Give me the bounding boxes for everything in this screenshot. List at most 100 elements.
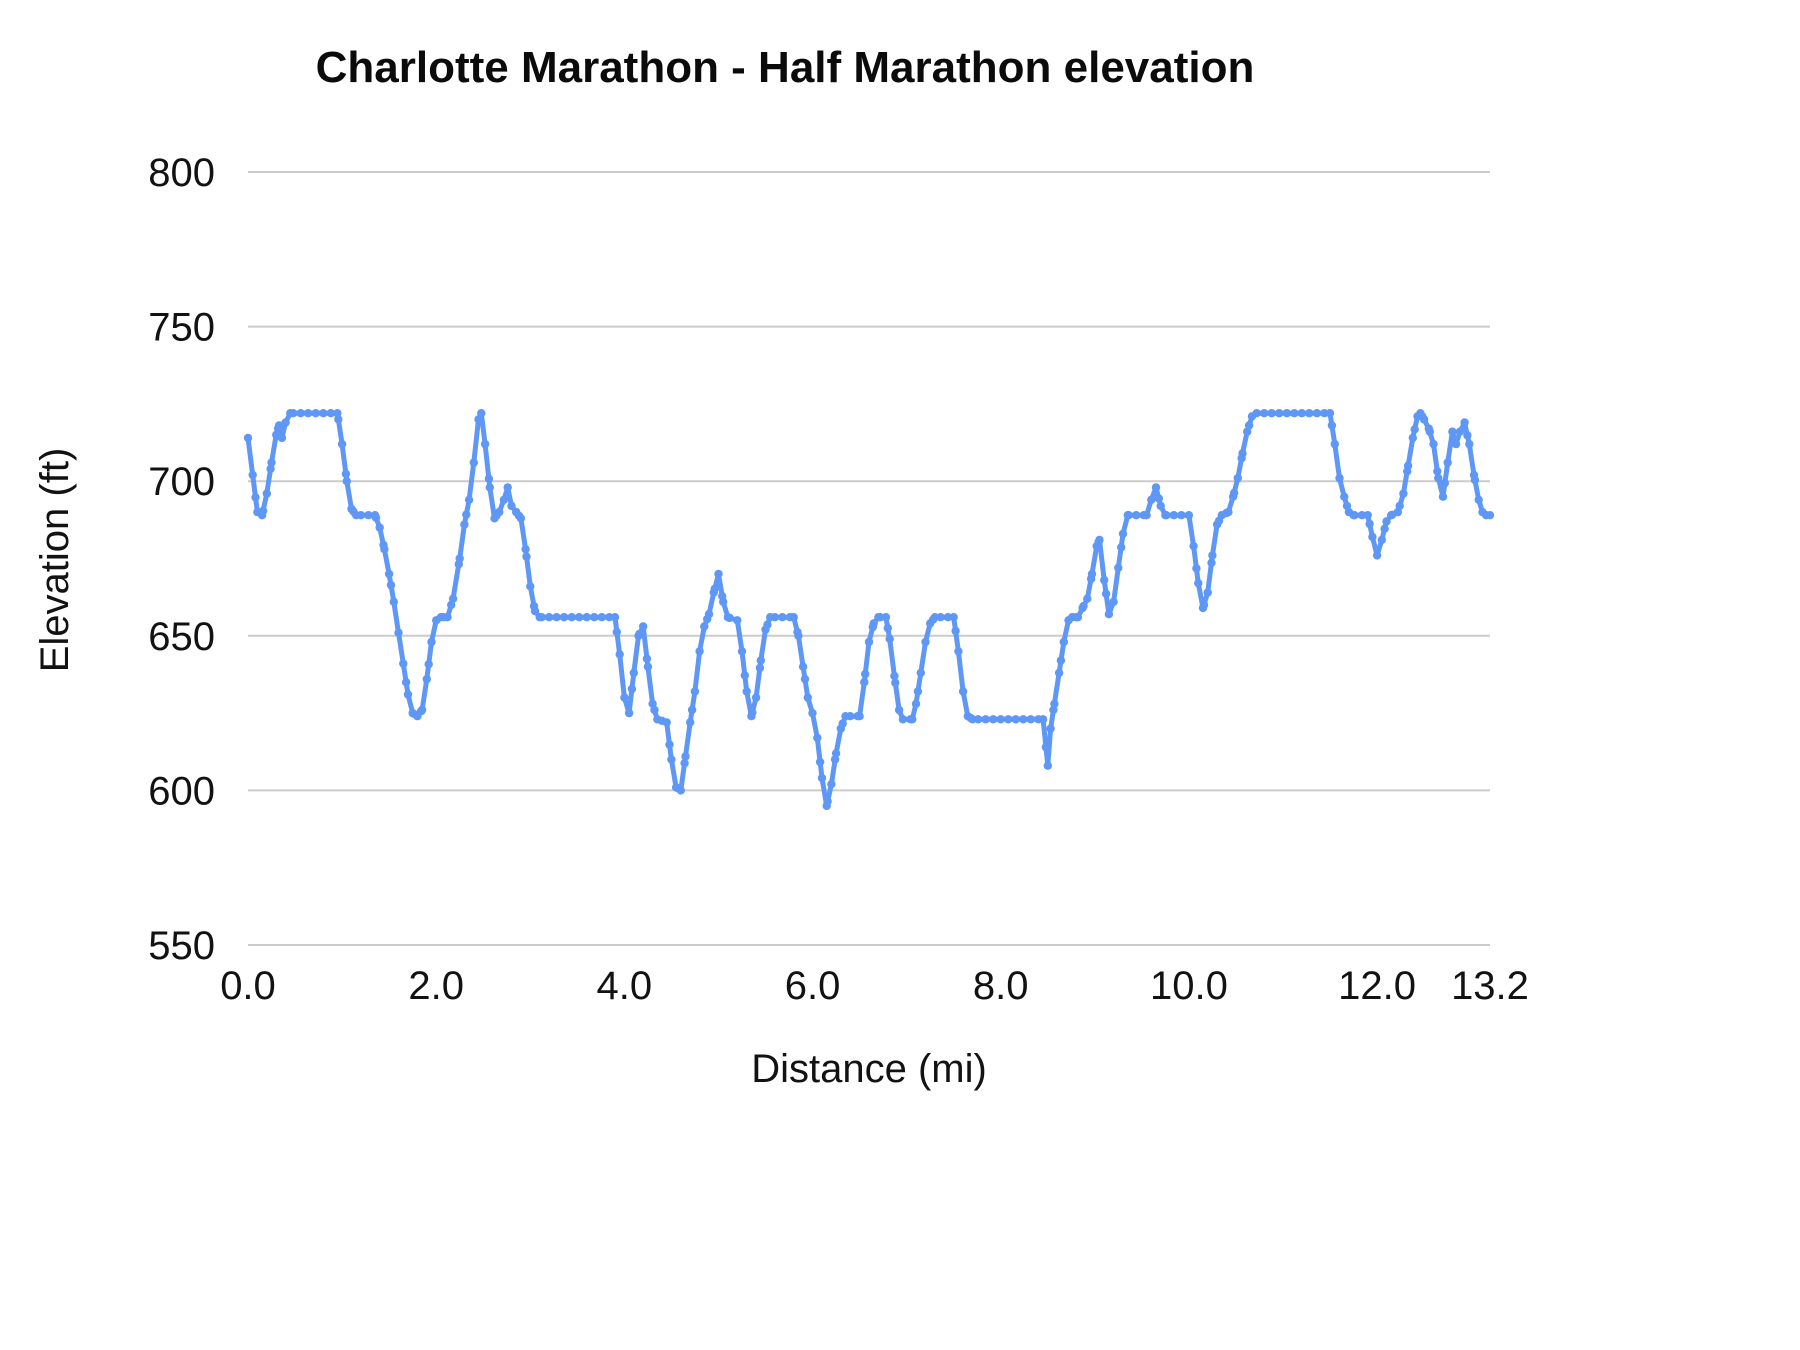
data-point xyxy=(342,477,351,486)
data-point xyxy=(958,687,968,696)
data-point xyxy=(326,409,335,418)
data-point xyxy=(530,606,540,616)
data-point xyxy=(687,705,697,715)
data-point xyxy=(334,415,343,424)
data-point xyxy=(898,715,908,724)
data-point xyxy=(590,613,599,622)
data-point xyxy=(507,501,516,511)
data-point xyxy=(908,715,917,724)
data-point xyxy=(973,715,983,724)
data-point xyxy=(484,474,494,483)
data-point xyxy=(1114,563,1123,572)
data-point xyxy=(582,613,591,622)
data-point xyxy=(1083,594,1092,603)
data-point xyxy=(567,613,576,622)
data-point xyxy=(624,708,634,718)
y-tick-label: 800 xyxy=(148,151,215,195)
data-point xyxy=(681,752,690,761)
data-point xyxy=(1275,409,1284,418)
data-point xyxy=(1403,461,1413,470)
data-point xyxy=(1238,449,1247,458)
data-point xyxy=(1101,589,1111,598)
data-point xyxy=(1199,600,1209,610)
data-point xyxy=(1079,601,1088,611)
data-point xyxy=(356,511,366,520)
data-point xyxy=(1350,511,1359,520)
data-point xyxy=(815,757,825,767)
data-point xyxy=(954,647,963,656)
data-point xyxy=(1267,409,1276,418)
data-point xyxy=(1177,511,1186,520)
data-point xyxy=(477,409,486,418)
data-point xyxy=(869,619,878,628)
data-point xyxy=(448,594,458,603)
data-point xyxy=(639,622,648,631)
data-point xyxy=(921,637,930,647)
data-point xyxy=(1184,511,1194,520)
data-point xyxy=(642,654,652,663)
data-point xyxy=(522,552,531,561)
data-point xyxy=(266,464,275,473)
data-point xyxy=(710,584,719,593)
data-point xyxy=(1327,421,1337,430)
data-point xyxy=(1434,473,1443,483)
data-point xyxy=(485,483,494,492)
data-point xyxy=(422,674,431,684)
chart-title: Charlotte Marathon - Half Marathon eleva… xyxy=(316,43,1255,92)
data-point xyxy=(650,705,659,715)
data-point xyxy=(676,786,685,795)
data-point xyxy=(1433,467,1442,476)
x-tick-label: 8.0 xyxy=(973,964,1029,1008)
data-point xyxy=(885,634,894,644)
data-point xyxy=(399,659,408,668)
data-point xyxy=(827,780,836,789)
data-point xyxy=(1372,551,1382,560)
data-point xyxy=(612,627,621,637)
y-tick-label: 750 xyxy=(148,306,215,350)
data-point xyxy=(499,495,509,504)
data-point xyxy=(700,622,709,631)
data-point xyxy=(281,418,290,427)
data-point xyxy=(1054,668,1064,678)
data-point xyxy=(364,511,373,520)
data-point xyxy=(881,613,891,622)
data-point xyxy=(1305,409,1314,418)
data-point xyxy=(996,715,1005,724)
data-point xyxy=(763,620,772,629)
data-point xyxy=(1011,715,1020,724)
data-point xyxy=(1474,495,1483,504)
data-point xyxy=(1056,656,1066,665)
data-point xyxy=(575,613,584,622)
data-point xyxy=(891,678,900,687)
data-point xyxy=(1399,489,1408,498)
data-point xyxy=(559,613,569,622)
x-tick-label: 12.0 xyxy=(1338,964,1416,1008)
data-point xyxy=(1419,415,1429,424)
data-point xyxy=(537,613,546,622)
data-point xyxy=(949,613,958,622)
data-point xyxy=(1377,535,1387,545)
data-point xyxy=(719,597,728,606)
data-point xyxy=(1229,488,1239,498)
data-point xyxy=(830,755,840,764)
data-point xyxy=(417,705,427,715)
data-point xyxy=(341,469,351,478)
data-point xyxy=(690,687,700,696)
data-point xyxy=(911,699,921,708)
data-point xyxy=(526,582,535,591)
data-point xyxy=(1425,427,1435,436)
data-point xyxy=(389,597,398,606)
y-tick-label: 650 xyxy=(148,615,215,659)
data-point xyxy=(1059,637,1069,647)
data-point xyxy=(629,668,638,678)
data-point xyxy=(680,759,689,768)
data-point xyxy=(1100,575,1109,585)
data-point xyxy=(838,719,847,728)
data-point xyxy=(1050,699,1059,708)
data-point xyxy=(1151,483,1161,492)
data-point xyxy=(831,749,841,758)
data-point xyxy=(1443,458,1452,467)
data-point xyxy=(495,507,504,517)
data-point xyxy=(380,545,389,554)
